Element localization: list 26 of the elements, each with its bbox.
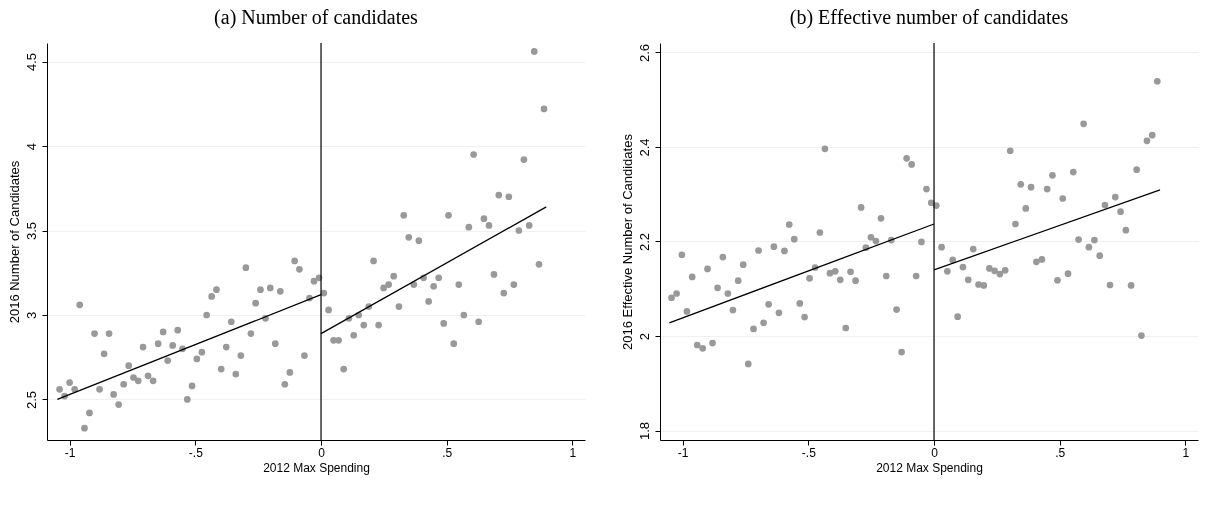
y-tick-label: 2.4 (636, 138, 652, 157)
y-tick-label: 3.5 (23, 221, 39, 241)
chart-title: (b) Effective number of candidates (789, 6, 1069, 30)
x-axis-title: 2012 Max Spending (263, 460, 370, 475)
y-tick-label: 2.2 (636, 232, 652, 252)
y-tick-label: 2.5 (23, 390, 39, 409)
y-axis-title: 2016 Effective Number of Candidates (619, 133, 635, 350)
y-tick-label: 4.5 (23, 53, 39, 72)
x-tick-label: -1 (677, 445, 689, 460)
x-tick-label: 1 (1182, 445, 1190, 460)
x-tick-label: 0 (931, 445, 939, 460)
x-axis-title: 2012 Max Spending (876, 460, 983, 475)
y-tick-label: 4 (23, 142, 39, 151)
x-tick-label: .5 (442, 445, 453, 460)
y-tick-label: 3 (23, 311, 39, 320)
chart-title: (a) Number of candidates (214, 6, 419, 30)
x-tick-label: -.5 (801, 445, 817, 460)
x-tick-label: 0 (318, 445, 326, 460)
y-tick-label: 1.8 (636, 422, 652, 441)
y-tick-label: 2 (636, 332, 652, 341)
y-axis-title: 2016 Number of Candidates (6, 160, 22, 324)
x-tick-label: -1 (64, 445, 76, 460)
x-tick-label: 1 (569, 445, 577, 460)
x-tick-label: -.5 (188, 445, 204, 460)
x-tick-label: .5 (1055, 445, 1066, 460)
y-tick-label: 2.6 (636, 43, 652, 62)
